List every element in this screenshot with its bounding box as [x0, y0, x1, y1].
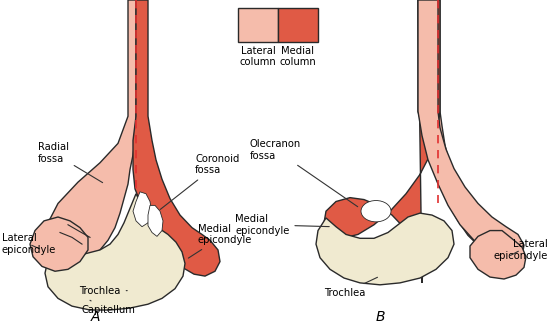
Bar [278, 8, 318, 42]
Text: Trochlea: Trochlea [79, 286, 127, 296]
Text: Medial
epicondyle: Medial epicondyle [235, 214, 329, 236]
Polygon shape [316, 213, 454, 285]
Polygon shape [133, 0, 220, 276]
Text: Medial
epicondyle: Medial epicondyle [188, 224, 253, 258]
Text: Coronoid
fossa: Coronoid fossa [160, 154, 239, 210]
Text: Lateral
epicondyle: Lateral epicondyle [2, 233, 57, 255]
Polygon shape [470, 230, 526, 279]
Text: Lateral
column: Lateral column [240, 46, 276, 67]
Polygon shape [44, 0, 136, 260]
Polygon shape [45, 194, 185, 310]
Ellipse shape [361, 201, 391, 222]
Polygon shape [133, 192, 152, 227]
Text: Medial
column: Medial column [280, 46, 316, 67]
Polygon shape [418, 0, 520, 264]
Text: Lateral
epicondyle: Lateral epicondyle [493, 239, 548, 261]
Text: Capitellum: Capitellum [81, 300, 135, 315]
Text: Olecranon
fossa: Olecranon fossa [250, 139, 358, 207]
Polygon shape [418, 0, 524, 262]
Bar [238, 8, 278, 42]
Polygon shape [148, 205, 163, 236]
Polygon shape [30, 217, 88, 271]
Text: Radial
fossa: Radial fossa [38, 142, 103, 183]
Polygon shape [324, 0, 440, 283]
Text: A: A [90, 310, 100, 324]
Text: B: B [375, 310, 385, 324]
Text: Trochlea: Trochlea [324, 277, 377, 298]
